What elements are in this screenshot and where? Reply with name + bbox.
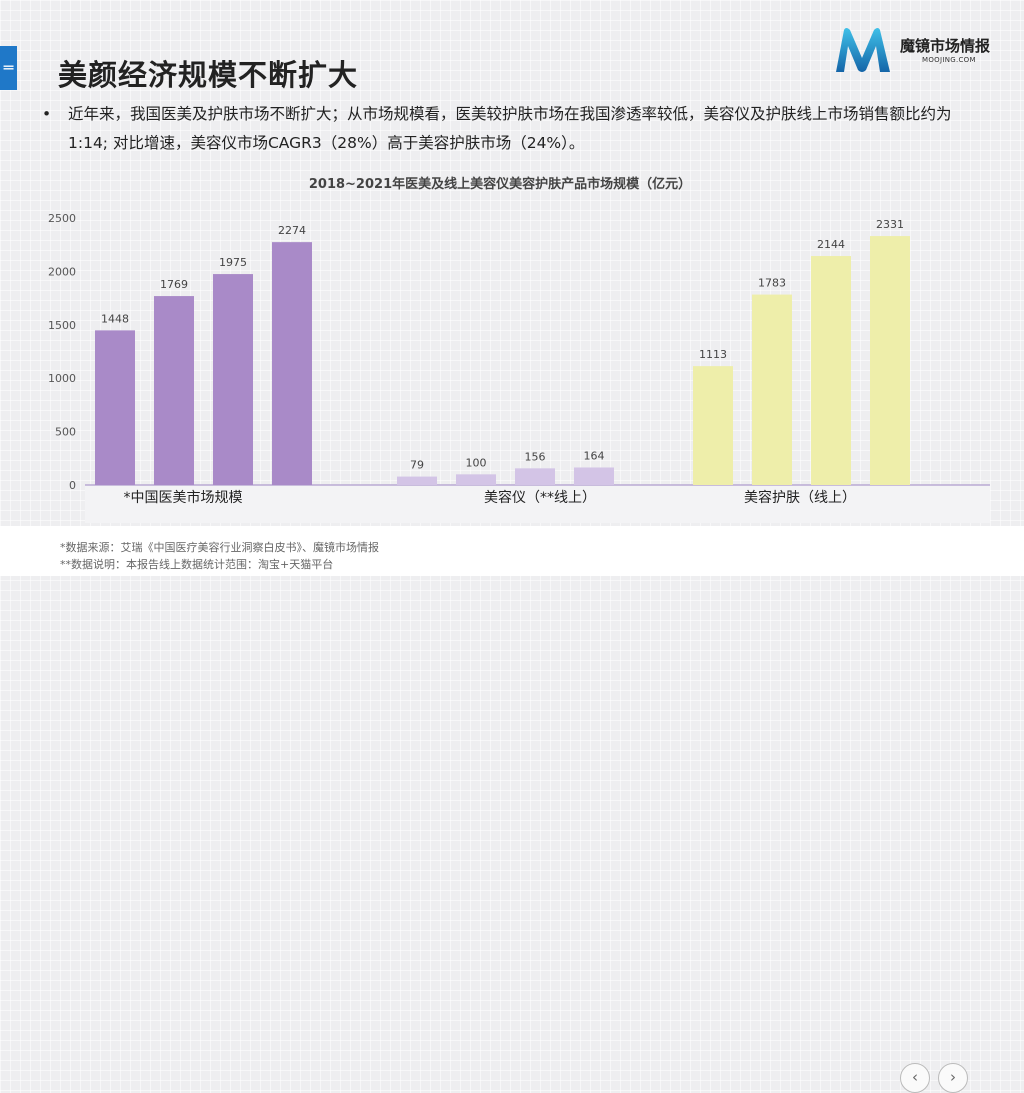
bar <box>95 330 135 485</box>
bullet-dot: • <box>42 105 52 123</box>
brand-name: 魔镜市场情报 <box>900 37 991 55</box>
data-label: 79 <box>410 459 424 472</box>
chevron-right-icon[interactable]: › <box>938 1063 968 1093</box>
chart-title: 2018~2021年医美及线上美容仪美容护肤产品市场规模（亿元） <box>309 176 691 192</box>
y-tick-label: 2000 <box>48 265 76 278</box>
data-scope-note: **数据说明：本报告线上数据统计范围：淘宝+天猫平台 <box>60 558 334 571</box>
bar <box>456 474 496 485</box>
brand-logo: 魔镜市场情报 MOOJING.COM <box>832 24 1022 76</box>
bar <box>397 476 437 485</box>
category-label: 美容仪（**线上） <box>484 489 596 506</box>
y-tick-label: 500 <box>55 426 76 439</box>
data-label: 1113 <box>699 348 727 361</box>
data-label: 2144 <box>817 238 845 251</box>
summary-text: 近年来，我国医美及护肤市场不断扩大；从市场规模看，医美较护肤市场在我国渗透率较低… <box>68 105 952 152</box>
data-label: 164 <box>584 449 605 462</box>
y-tick-label: 1500 <box>48 319 76 332</box>
page-title: 美颜经济规模不断扩大 <box>58 58 359 92</box>
moojing-logo-icon <box>836 28 890 72</box>
brand-url: MOOJING.COM <box>922 56 976 64</box>
bar <box>870 236 910 485</box>
data-label: 1448 <box>101 312 129 325</box>
data-label: 1783 <box>758 277 786 290</box>
bar <box>272 242 312 485</box>
data-source-note: *数据来源：艾瑞《中国医疗美容行业洞察白皮书》、魔镜市场情报 <box>60 541 379 554</box>
data-label: 156 <box>525 450 546 463</box>
category-label: *中国医美市场规模 <box>124 489 243 506</box>
bar <box>752 294 792 485</box>
category-label: 美容护肤（线上） <box>744 489 856 506</box>
data-label: 2331 <box>876 218 904 231</box>
plot-area: 0 500 1000 1500 2000 2500 1448 1769 1975 2274 *中国医… <box>48 212 990 523</box>
y-tick-label: 2500 <box>48 212 76 225</box>
y-tick-label: 0 <box>69 479 76 492</box>
bar <box>515 468 555 485</box>
bar <box>811 256 851 485</box>
bar <box>693 366 733 485</box>
data-label: 1769 <box>160 278 188 291</box>
y-tick-label: 1000 <box>48 372 76 385</box>
bar <box>574 467 614 485</box>
bar <box>154 296 194 485</box>
bar <box>213 274 253 485</box>
market-size-chart: 2018~2021年医美及线上美容仪美容护肤产品市场规模（亿元） 0 500 100… <box>0 168 1024 528</box>
data-label: 1975 <box>219 256 247 269</box>
footer: *数据来源：艾瑞《中国医疗美容行业洞察白皮书》、魔镜市场情报 **数据说明：本报… <box>0 526 1024 1093</box>
chart-svg: 2018~2021年医美及线上美容仪美容护肤产品市场规模（亿元） 0 500 100… <box>48 176 990 523</box>
data-label: 100 <box>466 456 487 469</box>
data-label: 2274 <box>278 224 306 237</box>
chevron-left-icon[interactable]: ‹ <box>900 1063 930 1093</box>
x-axis-label-band <box>85 485 990 523</box>
menu-icon[interactable]: ═ <box>0 46 17 90</box>
